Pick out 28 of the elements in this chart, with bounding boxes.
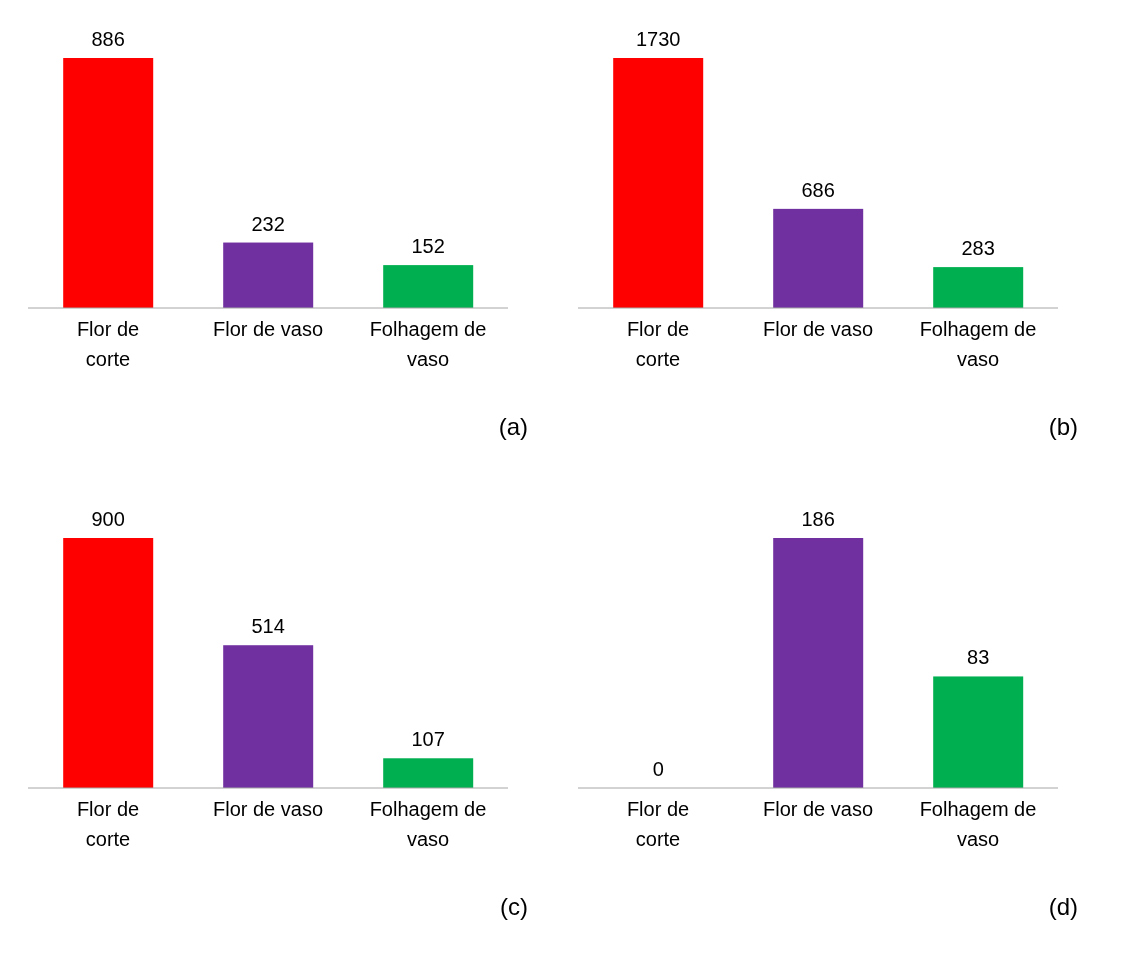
- x-tick-label: Flor de corte: [76, 318, 140, 370]
- data-label: 107: [411, 728, 445, 751]
- data-label: 232: [251, 212, 285, 235]
- text: (b): [1048, 413, 1078, 441]
- data-label: 900: [91, 508, 125, 530]
- data-label: 283: [961, 237, 995, 260]
- x-tick-label: Flor de corte: [76, 798, 140, 850]
- text: (c): [500, 893, 528, 921]
- text: (a): [498, 413, 528, 441]
- data-label: 686: [801, 178, 835, 201]
- x-tick-label: Flor de vaso: [212, 798, 324, 820]
- data-label: 886: [91, 28, 125, 50]
- x-tick-label: Flor de vaso: [212, 318, 324, 340]
- data-label: 514: [251, 615, 285, 638]
- x-tick-label: Folhagem de vaso: [919, 798, 1037, 850]
- data-label: 186: [801, 508, 835, 530]
- text: (d): [1048, 893, 1078, 921]
- x-tick-label: Folhagem de vaso: [919, 318, 1037, 370]
- x-tick-label: Flor de corte: [626, 318, 690, 370]
- data-label: 83: [967, 646, 990, 669]
- x-tick-label: Flor de vaso: [762, 798, 874, 820]
- data-label: 0: [652, 758, 664, 780]
- x-tick-label: Flor de corte: [626, 798, 690, 850]
- data-label: 1730: [635, 28, 681, 50]
- data-label: 152: [411, 235, 445, 258]
- x-tick-label: Folhagem de vaso: [369, 318, 487, 370]
- x-tick-label: Flor de vaso: [762, 318, 874, 340]
- x-tick-label: Folhagem de vaso: [369, 798, 487, 850]
